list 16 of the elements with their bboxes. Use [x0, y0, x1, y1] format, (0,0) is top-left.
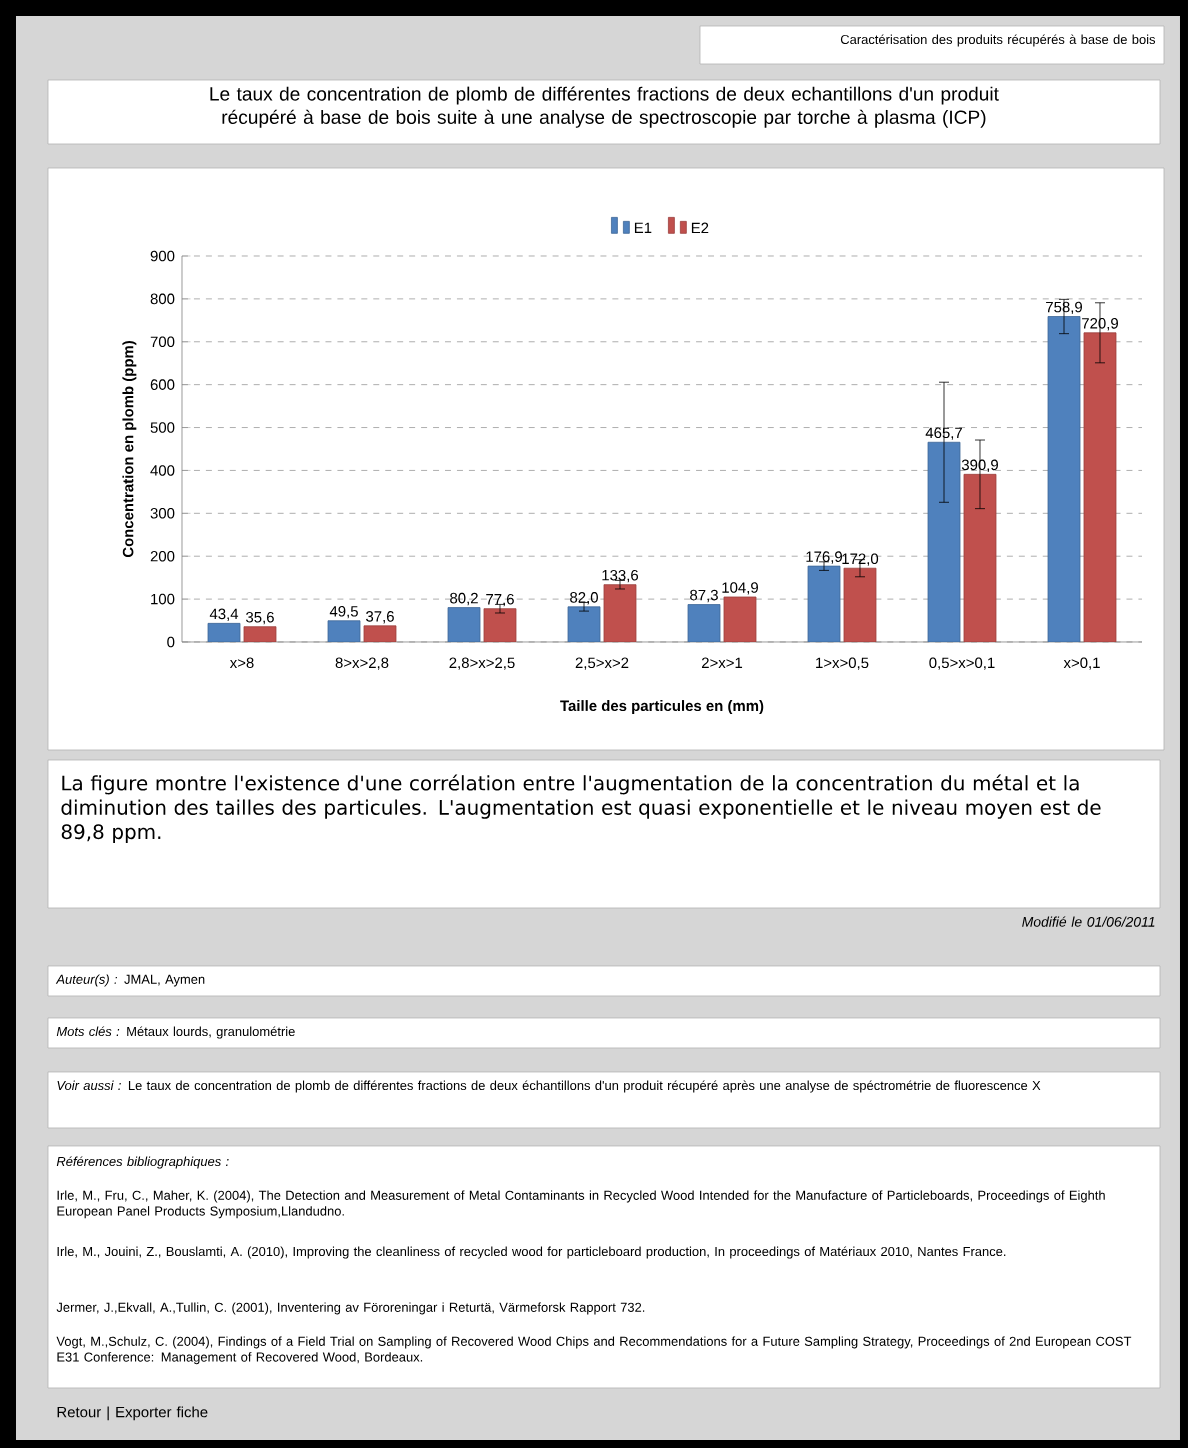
bar	[567, 606, 601, 642]
bar	[843, 567, 877, 642]
bar	[1047, 316, 1081, 642]
bar	[603, 584, 637, 642]
bar	[807, 565, 841, 642]
bar	[723, 596, 757, 642]
bar	[927, 441, 961, 642]
bar	[483, 608, 517, 642]
bar	[963, 473, 997, 642]
chart-title: Le taux de concentration de plomb de différentes fractions de deux echantillons d'un produit récupéré à base de bois suite à une analyse de spectroscopie par torche à plasma (ICP)	[210, 86, 999, 128]
bar	[687, 604, 721, 642]
bar	[447, 607, 481, 642]
bar	[363, 625, 397, 642]
bar	[1083, 332, 1117, 642]
text: La figure montre l'existence d'une corrélation entre l'augmentation de la concentration du métal et la diminution des tailles des particules. L'augmentation est quasi exponentielle et le niveau moyen est de 89,8 ppm.	[61, 774, 1101, 844]
bar	[243, 626, 277, 642]
